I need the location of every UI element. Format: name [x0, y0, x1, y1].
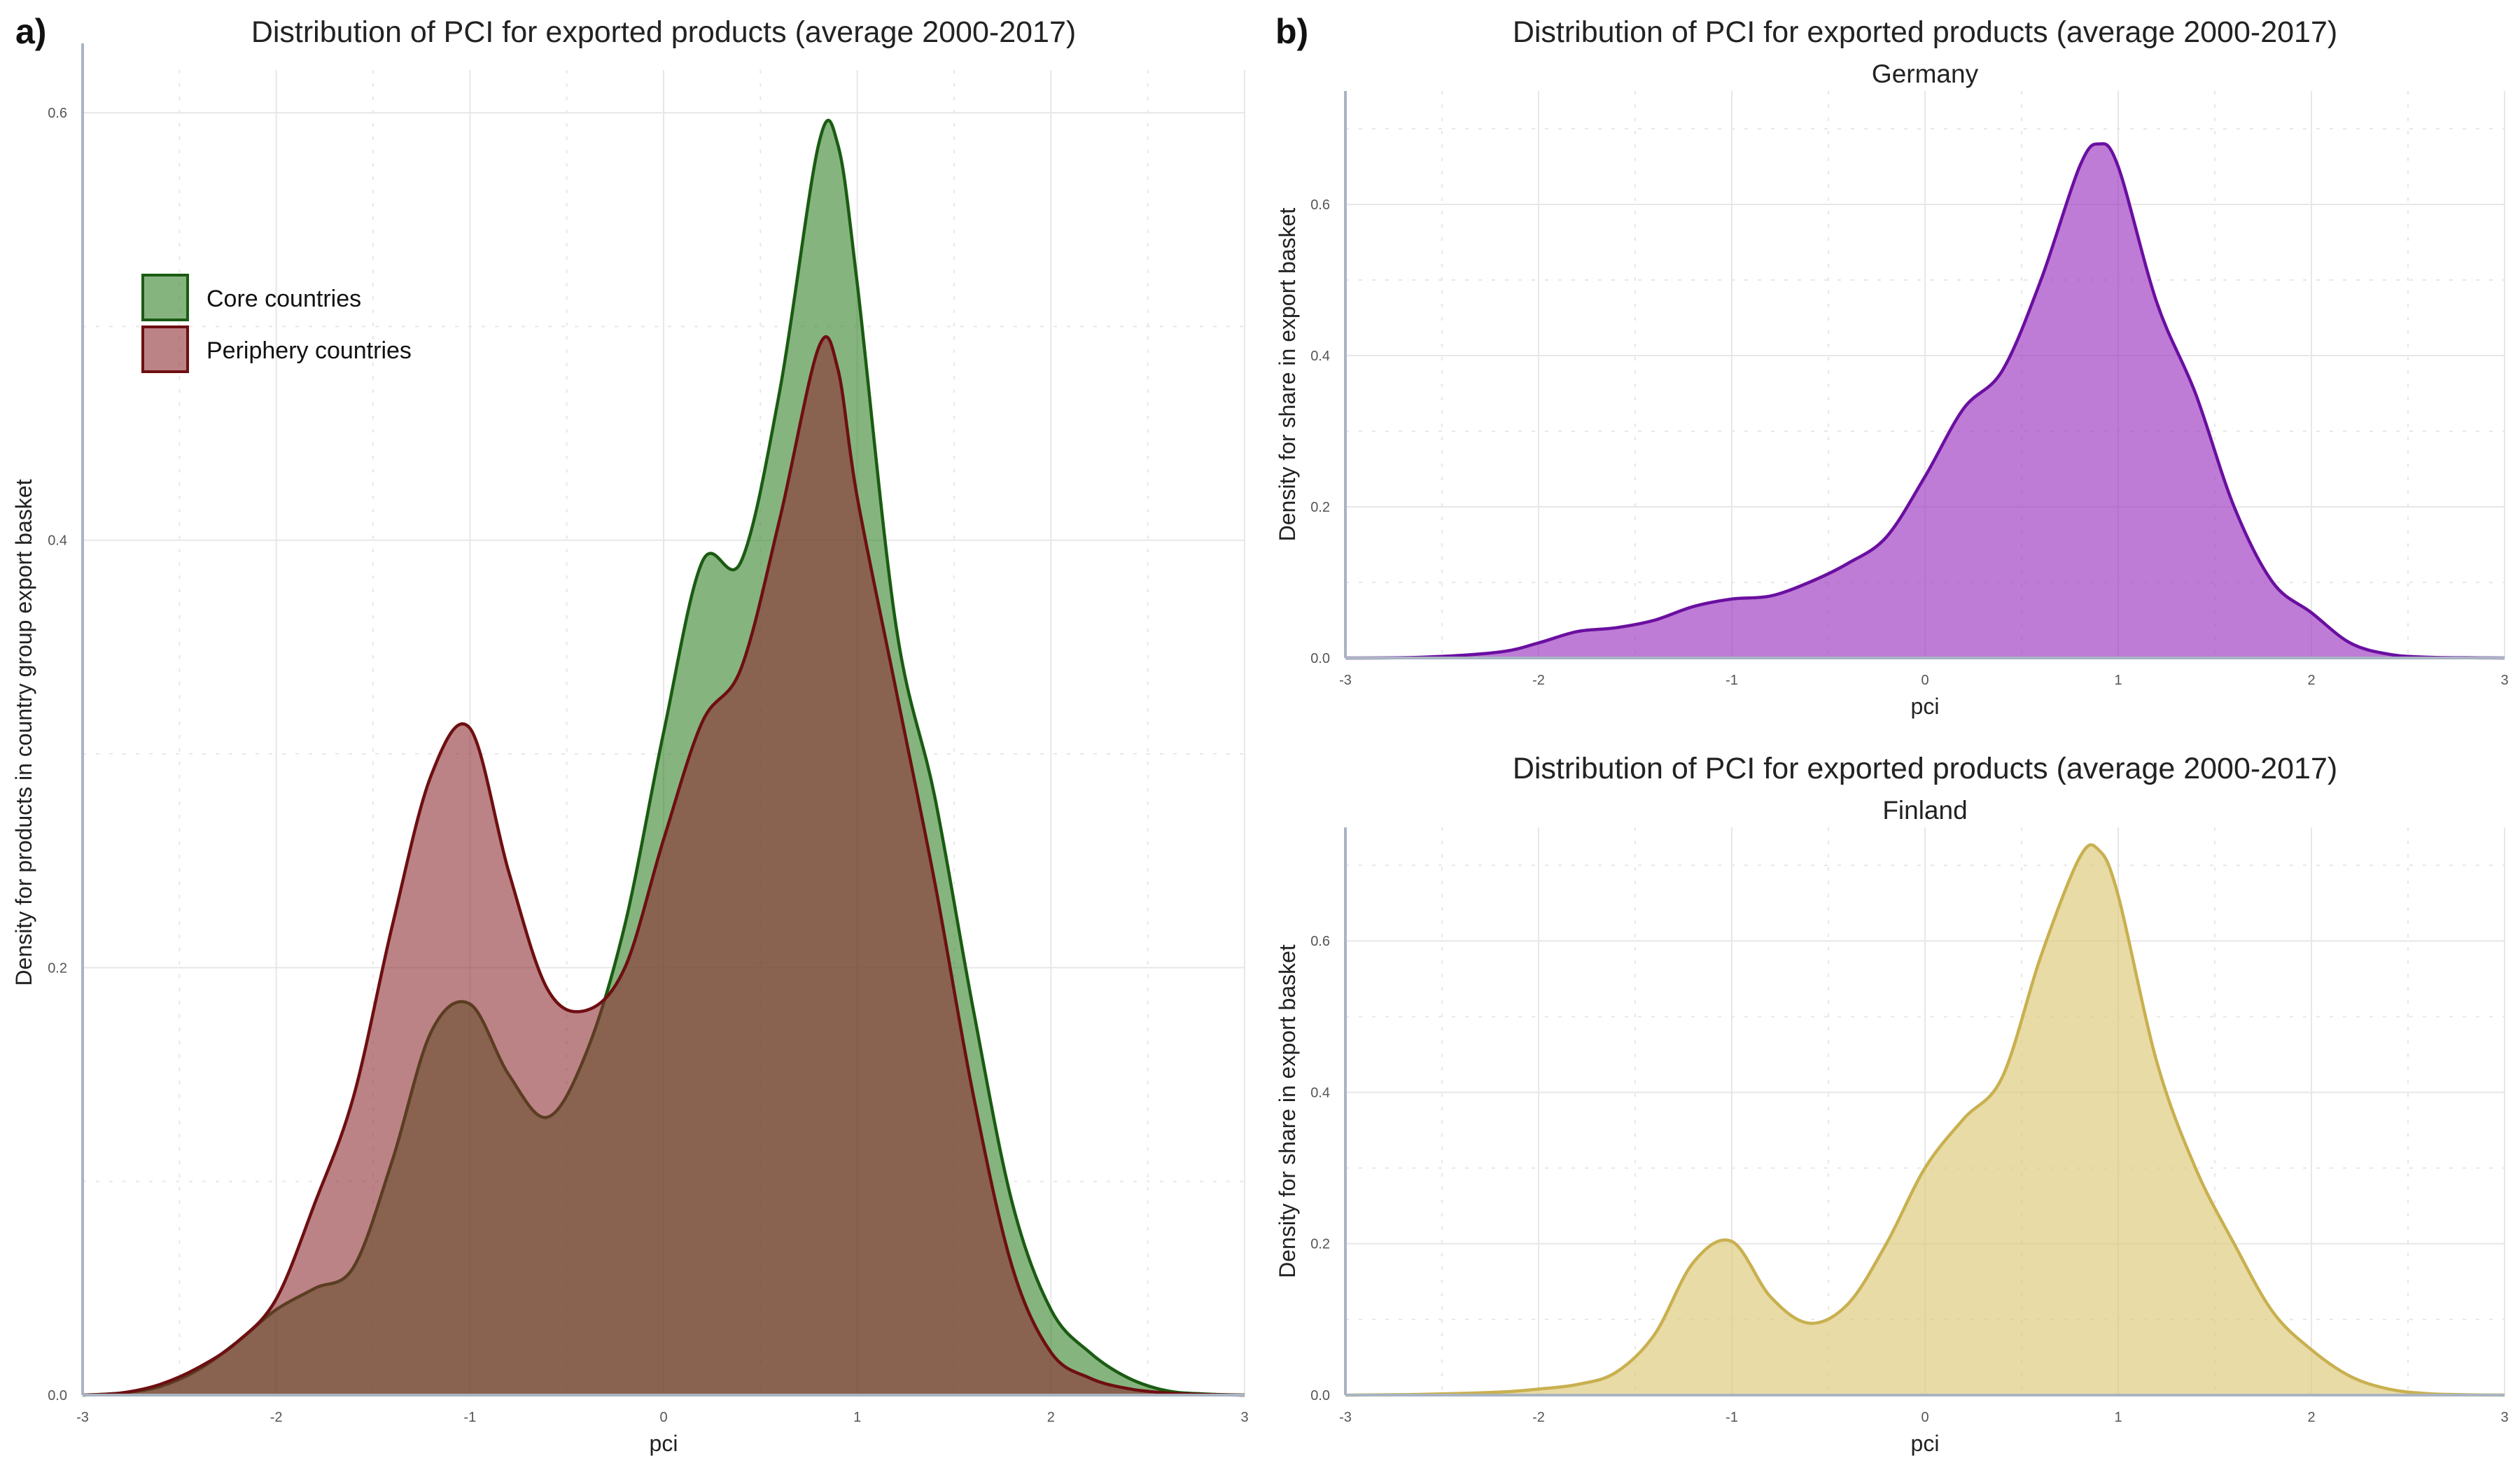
x-tick-label: -3 — [1339, 673, 1352, 688]
density-area-b-top — [1345, 144, 2505, 658]
y-axis-label: Density for share in export basket — [1275, 208, 1300, 542]
panel-tag-b: b) — [1275, 12, 1308, 51]
x-tick-label: 0 — [659, 1410, 667, 1425]
legend-swatch — [141, 326, 189, 373]
y-tick-label: 0.2 — [48, 960, 67, 976]
x-tick-label: 0 — [1921, 673, 1928, 688]
x-tick-label: -2 — [270, 1410, 283, 1425]
x-axis-label: pci — [1911, 694, 1940, 719]
chart-title: Distribution of PCI for exported product… — [251, 15, 1076, 49]
density-area-periphery-countries — [83, 337, 1245, 1396]
x-tick-label: 2 — [1047, 1410, 1055, 1425]
y-tick-label: 0.6 — [48, 106, 67, 121]
x-tick-label: 1 — [2114, 1410, 2122, 1425]
x-tick-label: 1 — [853, 1410, 861, 1425]
x-tick-label: 1 — [2114, 673, 2122, 688]
x-tick-label: -1 — [1726, 673, 1738, 688]
density-line-periphery-countries — [82, 335, 1245, 1397]
chart-a: -3 -2 -1 0 1 2 3 0.0 0.2 0.4 0.6 pci Density for pro… — [11, 15, 1249, 1456]
density-line-b-top — [1345, 142, 2505, 660]
x-tick-label: 3 — [1240, 1410, 1248, 1425]
chart-title: Distribution of PCI for exported product… — [1513, 15, 2337, 49]
density-line-b-bottom — [1345, 843, 2505, 1397]
y-tick-label: 0.0 — [1310, 651, 1330, 666]
x-tick-label: -1 — [463, 1410, 476, 1425]
y-tick-label: 0.4 — [1310, 349, 1330, 364]
x-tick-label: -3 — [1339, 1410, 1352, 1425]
y-tick-label: 0.0 — [48, 1388, 67, 1404]
y-tick-label: 0.6 — [1310, 197, 1330, 213]
legend-label: Core countries — [206, 286, 361, 312]
density-area-b-bottom — [1345, 844, 2505, 1395]
x-axis-label: pci — [650, 1431, 678, 1456]
x-tick-label: 3 — [2500, 673, 2508, 688]
y-tick-label: 0.4 — [1310, 1085, 1330, 1100]
y-tick-label: 0.4 — [48, 533, 67, 549]
chart-b-bottom: -3 -2 -1 0 1 2 3 0.0 0.2 0.4 0.6 pci Density for sha… — [1275, 752, 2509, 1456]
y-axis-label: Density for share in export basket — [1275, 944, 1300, 1278]
panel-tag-a: a) — [15, 12, 46, 51]
x-tick-label: -1 — [1726, 1410, 1738, 1425]
chart-title: Distribution of PCI for exported product… — [1513, 752, 2337, 785]
y-tick-label: 0.2 — [1310, 500, 1330, 515]
chart-subtitle: Finland — [1882, 796, 1967, 825]
x-tick-label: -2 — [1532, 673, 1545, 688]
x-tick-label: 2 — [2307, 673, 2315, 688]
legend-label: Periphery countries — [206, 337, 412, 364]
x-tick-label: 0 — [1921, 1410, 1928, 1425]
x-tick-label: -3 — [76, 1410, 89, 1425]
x-tick-label: 3 — [2500, 1410, 2508, 1425]
y-tick-label: 0.2 — [1310, 1237, 1330, 1252]
y-tick-label: 0.6 — [1310, 934, 1330, 949]
legend-swatch — [141, 274, 189, 321]
chart-b-top: -3 -2 -1 0 1 2 3 0.0 0.2 0.4 0.6 pci Density for sha… — [1275, 15, 2509, 719]
x-axis-label: pci — [1911, 1431, 1940, 1456]
y-axis-label: Density for products in country group ex… — [11, 479, 36, 986]
y-tick-label: 0.0 — [1310, 1388, 1330, 1404]
x-tick-label: 2 — [2307, 1410, 2315, 1425]
chart-subtitle: Germany — [1872, 59, 1979, 88]
legend: Core countries Periphery countries — [141, 274, 412, 373]
x-tick-label: -2 — [1532, 1410, 1545, 1425]
